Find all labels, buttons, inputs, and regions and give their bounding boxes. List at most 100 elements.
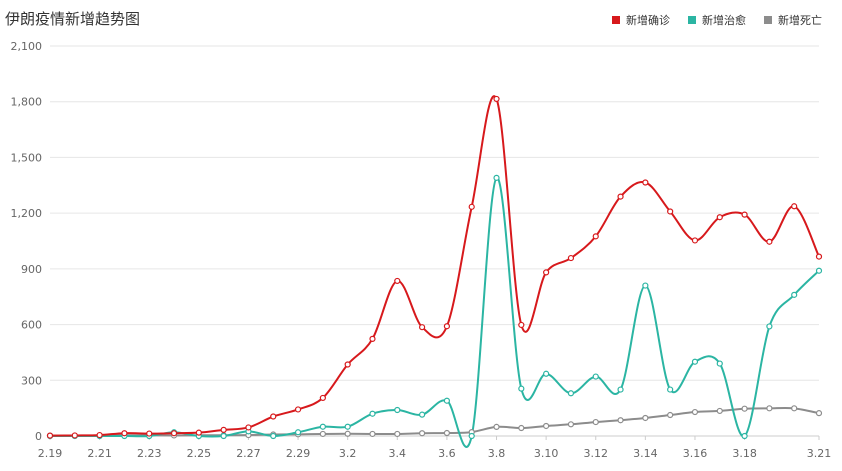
data-point-recovered[interactable] — [270, 432, 277, 440]
data-point-confirmed[interactable] — [691, 237, 699, 244]
data-point-deaths[interactable] — [716, 407, 723, 415]
series-line-confirmed[interactable] — [49, 95, 820, 437]
legend-item-deaths[interactable]: 新增死亡 — [764, 12, 822, 28]
data-point-deaths[interactable] — [617, 417, 624, 424]
data-point-recovered[interactable] — [741, 432, 748, 440]
data-point-deaths[interactable] — [319, 430, 326, 438]
data-point-recovered[interactable] — [394, 406, 401, 414]
data-point-confirmed[interactable] — [418, 324, 426, 331]
x-tick-label: 2.23 — [137, 447, 162, 460]
data-point-deaths[interactable] — [518, 424, 525, 432]
data-point-deaths[interactable] — [567, 421, 575, 428]
data-point-recovered[interactable] — [418, 411, 426, 418]
data-point-recovered[interactable] — [319, 423, 326, 430]
data-point-deaths[interactable] — [344, 430, 351, 437]
data-point-deaths[interactable] — [667, 411, 674, 419]
data-point-confirmed[interactable] — [716, 214, 723, 221]
data-point-deaths[interactable] — [766, 405, 773, 412]
data-point-deaths[interactable] — [642, 414, 649, 422]
data-point-confirmed[interactable] — [518, 321, 525, 329]
data-point-deaths[interactable] — [394, 430, 401, 438]
data-point-confirmed[interactable] — [766, 238, 773, 245]
data-point-recovered[interactable] — [642, 282, 649, 289]
data-point-confirmed[interactable] — [195, 429, 202, 436]
data-point-confirmed[interactable] — [741, 211, 748, 218]
data-point-confirmed[interactable] — [815, 253, 823, 260]
x-tick-label: 3.2 — [339, 447, 357, 460]
data-point-confirmed[interactable] — [220, 426, 227, 433]
data-point-recovered[interactable] — [518, 385, 525, 392]
data-point-recovered[interactable] — [667, 386, 674, 393]
data-point-recovered[interactable] — [716, 360, 723, 367]
legend-swatch-confirmed — [612, 16, 620, 24]
data-point-deaths[interactable] — [592, 418, 599, 426]
x-tick-label: 3.16 — [683, 447, 708, 460]
data-point-confirmed[interactable] — [617, 193, 624, 200]
data-point-confirmed[interactable] — [121, 430, 128, 437]
data-point-confirmed[interactable] — [294, 406, 302, 413]
data-point-deaths[interactable] — [418, 430, 426, 437]
data-point-confirmed[interactable] — [791, 203, 798, 210]
data-point-recovered[interactable] — [468, 432, 475, 440]
y-tick-label: 300 — [21, 374, 42, 387]
legend-label-confirmed: 新增确诊 — [626, 14, 670, 27]
data-point-deaths[interactable] — [369, 430, 376, 438]
data-point-confirmed[interactable] — [319, 394, 326, 402]
data-point-confirmed[interactable] — [567, 254, 575, 262]
data-point-recovered[interactable] — [344, 423, 351, 430]
data-point-confirmed[interactable] — [344, 361, 351, 368]
data-point-deaths[interactable] — [741, 405, 748, 412]
data-point-recovered[interactable] — [543, 370, 550, 377]
legend-item-recovered[interactable]: 新增治愈 — [688, 12, 746, 28]
data-point-confirmed[interactable] — [543, 269, 550, 276]
data-point-confirmed[interactable] — [170, 430, 178, 437]
data-point-confirmed[interactable] — [146, 430, 153, 437]
data-point-confirmed[interactable] — [493, 95, 500, 103]
data-point-confirmed[interactable] — [394, 277, 401, 285]
data-point-recovered[interactable] — [220, 432, 227, 440]
data-point-confirmed[interactable] — [592, 233, 599, 240]
data-point-recovered[interactable] — [443, 397, 451, 404]
legend-label-deaths: 新增死亡 — [778, 14, 822, 27]
data-point-confirmed[interactable] — [71, 432, 78, 439]
data-point-recovered[interactable] — [369, 410, 376, 417]
data-point-confirmed[interactable] — [96, 431, 103, 439]
data-point-confirmed[interactable] — [468, 203, 475, 210]
x-tick-label: 3.4 — [389, 447, 407, 460]
data-point-deaths[interactable] — [543, 422, 550, 430]
data-point-deaths[interactable] — [815, 410, 823, 417]
data-point-recovered[interactable] — [766, 323, 773, 330]
x-tick-label: 3.8 — [488, 447, 506, 460]
x-tick-label: 2.25 — [187, 447, 212, 460]
data-point-deaths[interactable] — [443, 429, 451, 437]
data-point-deaths[interactable] — [493, 423, 500, 430]
y-tick-label: 2,100 — [11, 40, 43, 53]
data-point-confirmed[interactable] — [369, 335, 376, 342]
y-tick-label: 1,500 — [11, 151, 43, 164]
series-line-deaths[interactable] — [49, 406, 820, 437]
x-tick-label: 3.12 — [583, 447, 608, 460]
data-point-recovered[interactable] — [815, 267, 823, 274]
data-point-recovered[interactable] — [791, 291, 798, 298]
x-tick-label: 3.21 — [807, 447, 832, 460]
data-point-recovered[interactable] — [617, 386, 624, 393]
data-point-recovered[interactable] — [592, 373, 599, 380]
data-point-confirmed[interactable] — [667, 208, 674, 215]
x-tick-label: 3.14 — [633, 447, 658, 460]
y-tick-label: 0 — [35, 430, 42, 443]
data-point-deaths[interactable] — [691, 408, 699, 416]
data-point-confirmed[interactable] — [270, 413, 277, 420]
data-point-recovered[interactable] — [493, 174, 500, 181]
data-point-confirmed[interactable] — [443, 323, 451, 330]
data-point-recovered[interactable] — [567, 390, 575, 397]
data-point-recovered[interactable] — [294, 429, 302, 436]
legend-item-confirmed[interactable]: 新增确诊 — [612, 12, 670, 28]
data-point-confirmed[interactable] — [642, 179, 649, 186]
data-point-recovered[interactable] — [691, 358, 699, 365]
data-point-confirmed[interactable] — [245, 424, 252, 431]
data-point-deaths[interactable] — [791, 405, 798, 412]
chart-title: 伊朗疫情新增趋势图 — [5, 10, 141, 28]
series-lines — [49, 95, 820, 448]
data-point-confirmed[interactable] — [46, 432, 54, 439]
series-line-recovered[interactable] — [50, 176, 820, 448]
